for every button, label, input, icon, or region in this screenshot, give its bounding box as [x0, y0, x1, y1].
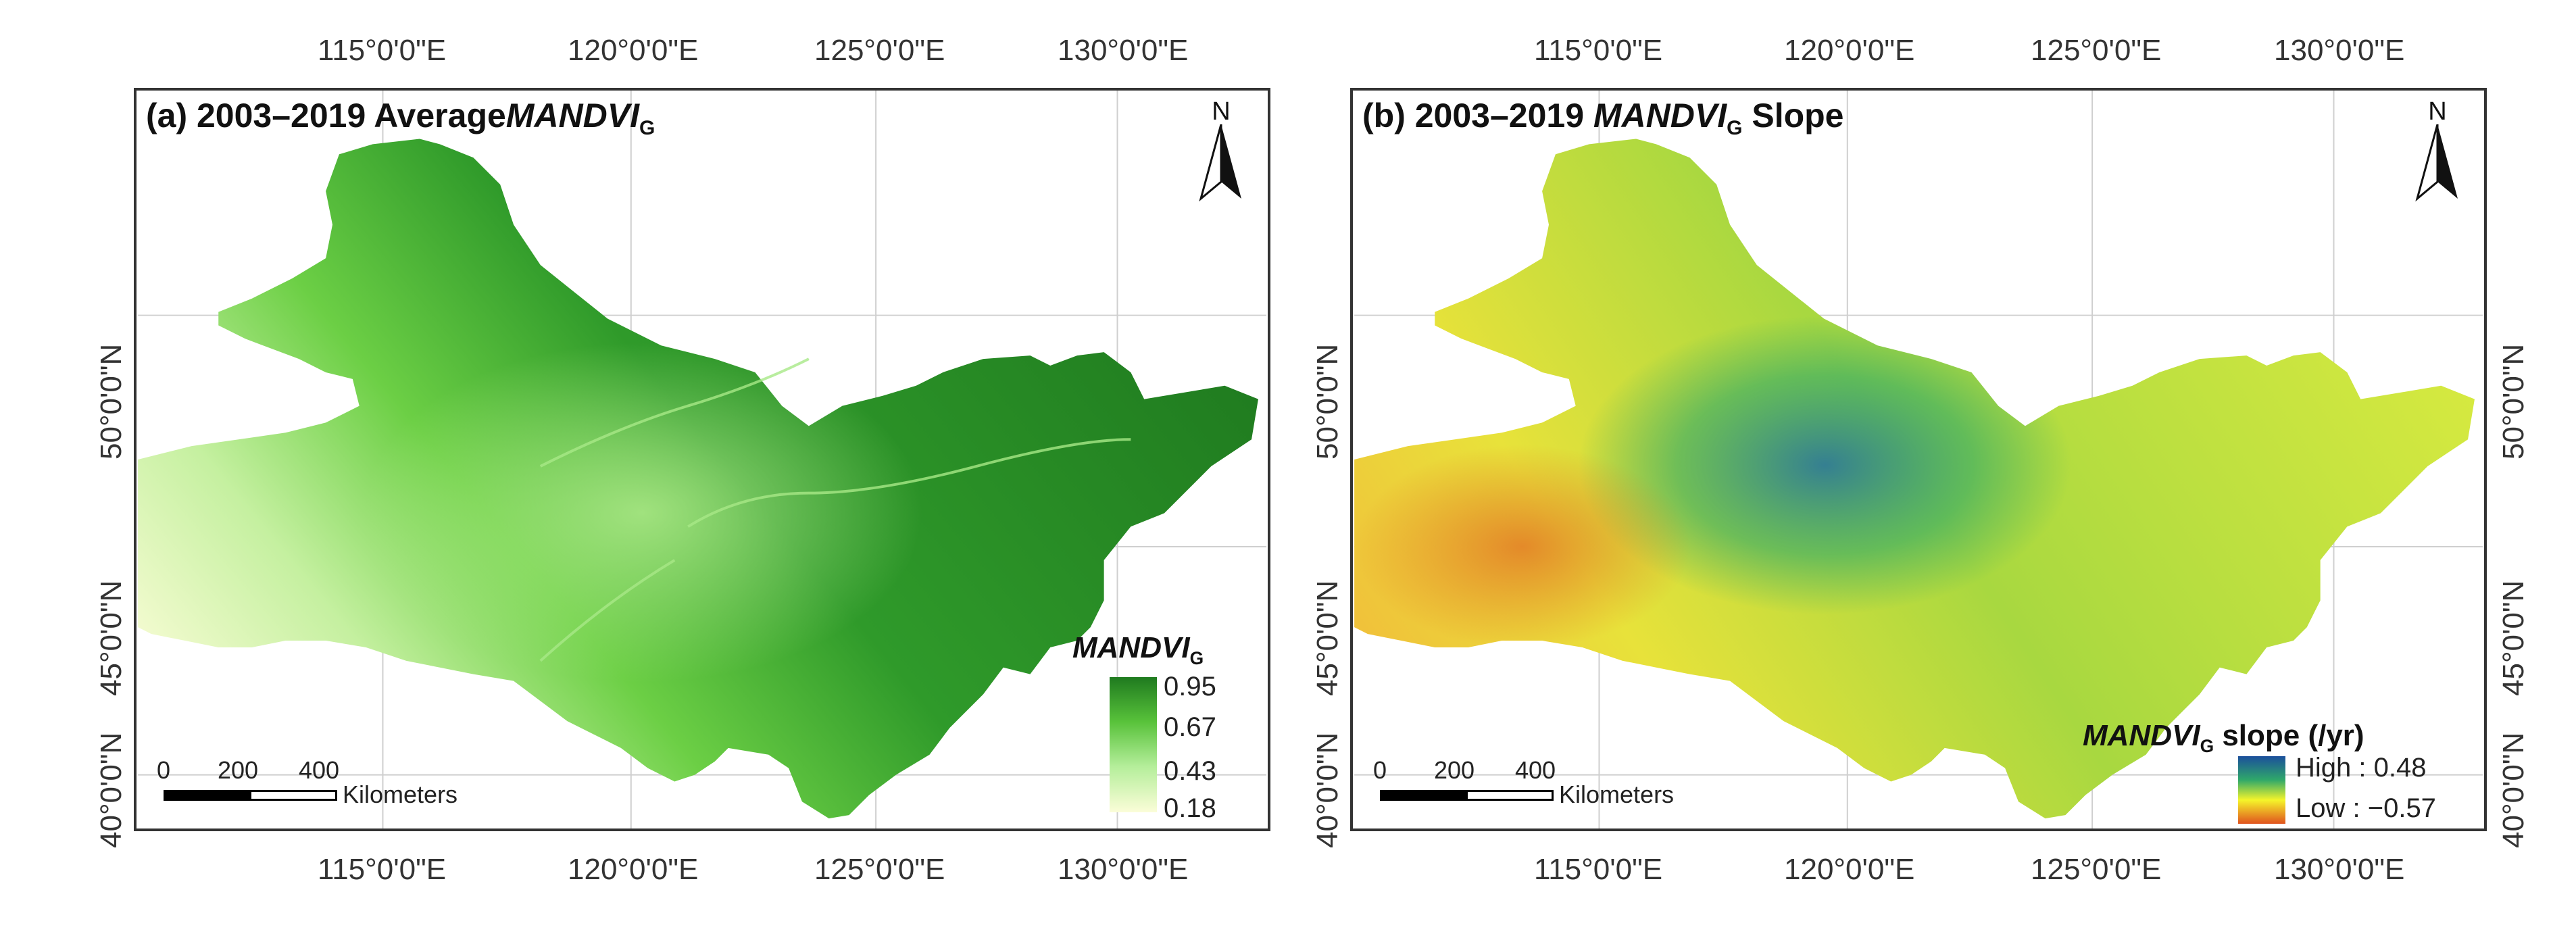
legend-colorbar: [2238, 756, 2285, 824]
x-tick-label: 115°0'0"E: [1534, 34, 1663, 67]
map-panel-average: (a) 2003–2019 AverageMANDVIG N MANDVIG 0…: [134, 88, 1270, 831]
x-tick-label: 120°0'0"E: [1784, 34, 1915, 67]
panel-b-title: (b) 2003–2019 MANDVIG Slope: [1362, 97, 1844, 139]
x-tick-label: 115°0'0"E: [318, 853, 447, 886]
y-tick-label: 40°0'0"N: [95, 732, 128, 848]
legend-value-max: 0.95: [1164, 672, 1216, 701]
y-tick-label: 40°0'0"N: [2497, 732, 2530, 848]
x-tick-label: 130°0'0"E: [2274, 853, 2405, 886]
y-tick-label: 45°0'0"N: [95, 580, 128, 696]
y-tick-label: 40°0'0"N: [1311, 732, 1344, 848]
average-mandvi-map: [138, 91, 1266, 828]
legend-title: MANDVIG slope (/yr): [2083, 719, 2364, 756]
north-arrow-icon: N: [1191, 97, 1252, 202]
x-tick-label: 120°0'0"E: [1784, 853, 1915, 886]
x-tick-label: 125°0'0"E: [2031, 34, 2162, 67]
y-tick-label: 45°0'0"N: [1311, 580, 1344, 696]
y-tick-label: 50°0'0"N: [95, 343, 128, 460]
y-tick-label: 45°0'0"N: [2497, 580, 2530, 696]
x-tick-label: 120°0'0"E: [568, 34, 699, 67]
y-tick-label: 50°0'0"N: [2497, 343, 2530, 460]
legend-colorbar: [1110, 677, 1157, 812]
slope-mandvi-map: [1354, 91, 2483, 828]
x-tick-label: 125°0'0"E: [2031, 853, 2162, 886]
x-tick-label: 115°0'0"E: [1534, 853, 1663, 886]
x-tick-label: 130°0'0"E: [1058, 853, 1189, 886]
legend-title: MANDVIG: [1072, 631, 1204, 668]
x-tick-label: 125°0'0"E: [814, 34, 945, 67]
legend-high: High : 0.48: [2296, 753, 2427, 783]
panel-a-title: (a) 2003–2019 AverageMANDVIG: [146, 97, 655, 139]
legend-value: 0.43: [1164, 756, 1216, 786]
legend-low: Low : −0.57: [2296, 793, 2436, 823]
x-tick-label: 120°0'0"E: [568, 853, 699, 886]
y-tick-label: 50°0'0"N: [1311, 343, 1344, 460]
x-tick-label: 130°0'0"E: [2274, 34, 2405, 67]
north-arrow-icon: N: [2407, 97, 2468, 202]
legend-value: 0.67: [1164, 712, 1216, 742]
x-tick-label: 130°0'0"E: [1058, 34, 1189, 67]
map-panel-slope: (b) 2003–2019 MANDVIG Slope N MANDVIG sl…: [1350, 88, 2487, 831]
x-tick-label: 125°0'0"E: [814, 853, 945, 886]
x-tick-label: 115°0'0"E: [318, 34, 447, 67]
legend-value-min: 0.18: [1164, 793, 1216, 823]
